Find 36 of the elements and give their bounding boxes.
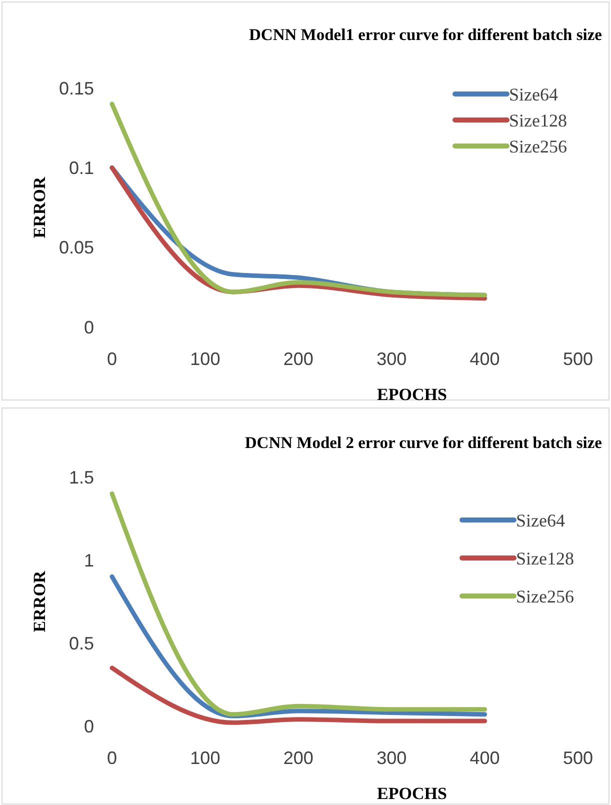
y-axis-title: ERROR	[30, 176, 49, 238]
line-series	[110, 491, 488, 717]
legend-label: Size64	[509, 84, 558, 104]
x-tick-label: 300	[376, 349, 407, 369]
y-tick-label: 0.05	[58, 238, 94, 258]
x-tick-label: 200	[283, 748, 314, 768]
x-tick-label: 500	[562, 349, 594, 369]
x-axis-title: EPOCHS	[377, 385, 447, 404]
x-tick-label: 500	[562, 748, 594, 768]
line-series	[110, 574, 488, 718]
y-axis-title: ERROR	[30, 570, 49, 632]
line-series	[110, 666, 488, 725]
legend-label: Size256	[509, 136, 567, 156]
x-tick-label: 300	[376, 748, 407, 768]
x-tick-label: 200	[283, 349, 314, 369]
y-tick-label: 0	[84, 716, 94, 736]
legend-label: Size128	[516, 548, 574, 568]
chart-title: DCNN Model 2 error curve for different batch size	[244, 433, 602, 452]
x-tick-label: 0	[106, 748, 118, 768]
x-tick-label: 400	[470, 748, 500, 768]
x-axis-title: EPOCHS	[377, 784, 447, 803]
y-tick-label: 0.1	[68, 158, 94, 178]
y-tick-label: 0.5	[68, 633, 94, 654]
x-tick-label: 0	[106, 349, 118, 369]
y-tick-label: 0.15	[58, 78, 94, 98]
legend-label: Size64	[516, 510, 565, 530]
x-tick-label: 100	[190, 748, 220, 768]
chart-title: DCNN Model1 error curve for different batch size	[249, 25, 602, 44]
line-series	[110, 102, 488, 298]
y-tick-label: 1.5	[68, 467, 94, 488]
legend-label: Size128	[509, 110, 567, 130]
x-tick-label: 100	[190, 349, 220, 369]
y-tick-label: 1	[84, 550, 94, 570]
y-tick-label: 0	[84, 317, 94, 338]
legend-label: Size256	[516, 586, 574, 606]
x-tick-label: 400	[470, 349, 500, 369]
